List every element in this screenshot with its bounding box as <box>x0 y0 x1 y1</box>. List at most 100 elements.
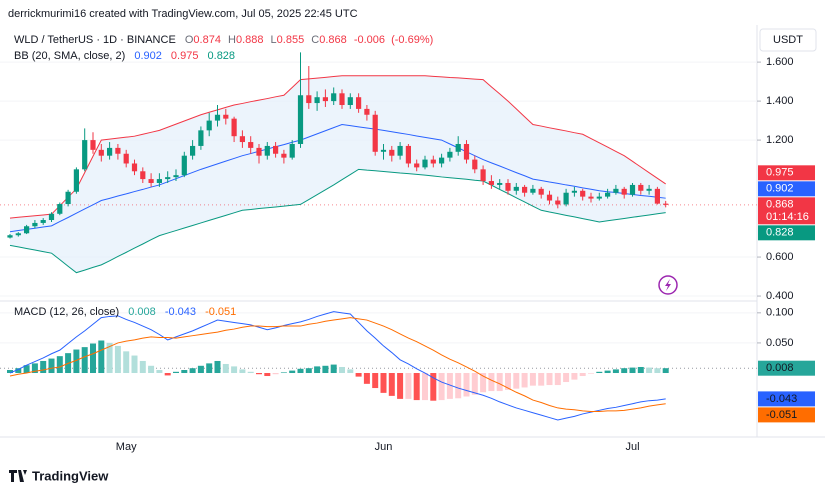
candle-body <box>231 118 237 137</box>
price-box <box>758 197 815 225</box>
candle-body <box>32 222 38 227</box>
candle-body <box>181 155 187 176</box>
histogram-bar <box>455 373 462 399</box>
histogram-bar <box>538 373 545 386</box>
macd-line <box>9 317 666 413</box>
candle-body <box>123 153 129 164</box>
bb-lower-value: 0.828 <box>208 50 236 62</box>
histogram-bar <box>480 373 487 393</box>
histogram-bar <box>621 368 628 374</box>
histogram-bar <box>579 373 586 377</box>
candle-body <box>605 192 611 197</box>
candle-body <box>339 93 345 106</box>
value-box <box>758 225 815 241</box>
candle-body <box>148 179 154 183</box>
candle-body <box>621 188 627 195</box>
histogram-bar <box>73 349 80 374</box>
histogram-bar <box>256 373 262 375</box>
histogram-bar <box>239 369 246 374</box>
candle-body <box>596 196 602 199</box>
candle-body <box>513 186 519 191</box>
candle-body <box>289 143 295 158</box>
candle-body <box>364 108 370 115</box>
histogram-bar <box>596 371 603 374</box>
ohlc-label: H <box>228 34 236 46</box>
histogram-bar <box>23 365 30 374</box>
y-tick-label: 1.400 <box>766 95 794 107</box>
histogram-bar <box>131 355 138 374</box>
candle-body <box>239 136 245 143</box>
change-percent: (-0.69%) <box>391 34 433 46</box>
histogram-bar <box>322 365 329 374</box>
candle-body <box>654 188 660 204</box>
histogram-bar <box>189 368 196 374</box>
candle-body <box>439 157 445 164</box>
y-tick-label: 1.600 <box>766 56 794 68</box>
histogram-bar <box>355 373 362 377</box>
value-box <box>758 181 815 197</box>
candle-body <box>65 191 71 205</box>
candle-body <box>131 163 138 172</box>
histogram-bar <box>231 366 238 374</box>
histogram-bar <box>430 373 437 401</box>
open-value: 0.874 <box>193 34 221 46</box>
ohlc-label: L <box>271 34 277 46</box>
candle-body <box>613 188 619 193</box>
histogram-bar <box>388 373 395 396</box>
main-layer <box>7 52 669 421</box>
candle-body <box>57 204 63 214</box>
histogram-bar <box>372 373 379 389</box>
candle-body <box>98 149 104 156</box>
histogram-bar <box>164 373 171 376</box>
candle-body <box>214 114 221 121</box>
histogram-bar <box>612 369 619 374</box>
candle-body <box>306 95 312 104</box>
histogram-bar <box>588 373 594 374</box>
histogram-bar <box>339 366 345 374</box>
y-tick-label: 0.400 <box>766 290 794 302</box>
logo: TradingView <box>9 468 109 483</box>
histogram-bar <box>156 370 163 374</box>
candle-body <box>356 97 362 109</box>
candle-body <box>463 143 470 160</box>
histogram-bar <box>90 343 96 374</box>
band-line <box>9 123 666 233</box>
countdown: 01:14:16 <box>766 211 809 223</box>
histogram-bar <box>505 373 511 390</box>
histogram-bar <box>380 373 387 393</box>
close-value: 0.868 <box>319 34 347 46</box>
histogram-bar <box>554 373 561 386</box>
bb-legend: BB (20, SMA, close, 2) 0.902 0.975 0.828 <box>14 50 235 62</box>
candle-body <box>173 175 179 178</box>
value-box <box>758 165 815 181</box>
candle-body <box>629 184 636 195</box>
histogram-bar <box>280 372 287 374</box>
y-tick-label: 0.050 <box>766 337 794 349</box>
macd-hist-value: 0.008 <box>128 306 156 318</box>
change-value: -0.006 <box>354 34 385 46</box>
candle-body <box>190 145 196 156</box>
candle-body <box>331 93 337 102</box>
histogram-bar <box>654 368 661 374</box>
logo-mark <box>9 470 27 482</box>
value-label: -0.043 <box>766 393 797 405</box>
y-tick-label: 0.600 <box>766 251 794 263</box>
bb-basis-value: 0.902 <box>134 50 162 62</box>
candle-body <box>73 169 79 192</box>
candle-body <box>281 153 287 158</box>
candle-body <box>7 235 13 238</box>
candle-body <box>223 114 229 119</box>
value-box <box>758 360 815 376</box>
candle-body <box>380 149 387 152</box>
currency: USDT <box>773 34 803 46</box>
candle-body <box>397 145 403 156</box>
histogram-bar <box>106 342 113 374</box>
candle-body <box>522 186 528 193</box>
candle-body <box>663 203 669 205</box>
histogram-bar <box>488 373 495 392</box>
alert-bolt[interactable] <box>665 279 671 291</box>
candle-body <box>422 159 428 168</box>
band-line <box>9 75 666 219</box>
candle-body <box>107 147 113 156</box>
alert-icon[interactable] <box>658 275 678 295</box>
